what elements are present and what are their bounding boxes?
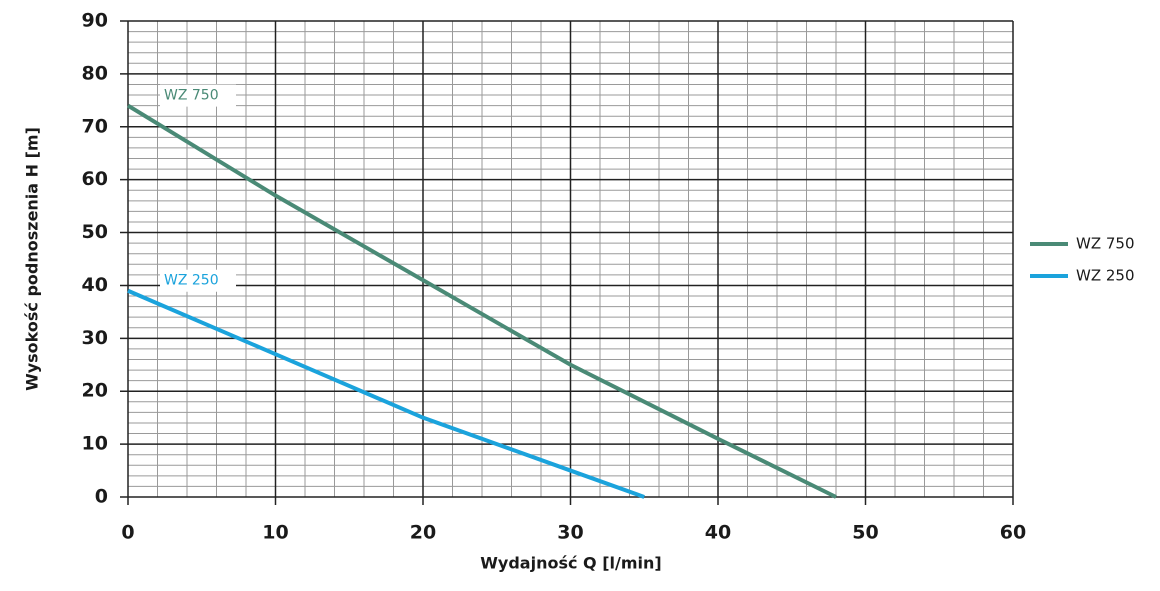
y-tick-label: 80 xyxy=(82,62,108,84)
legend-label: WZ 250 xyxy=(1076,267,1135,285)
y-tick-label: 90 xyxy=(82,10,108,32)
y-tick-label: 50 xyxy=(82,221,108,243)
y-tick-label: 70 xyxy=(82,115,108,137)
x-tick-label: 20 xyxy=(410,522,436,544)
x-axis-label: Wydajność Q [l/min] xyxy=(480,554,661,573)
series-line xyxy=(126,103,837,499)
x-tick-label: 50 xyxy=(852,522,878,544)
y-tick-label: 40 xyxy=(82,274,108,296)
x-tick-label: 30 xyxy=(557,522,583,544)
x-tick-label: 0 xyxy=(121,522,134,544)
inline-label: WZ 250 xyxy=(164,273,219,289)
y-tick-label: 10 xyxy=(82,433,108,455)
y-tick-label: 0 xyxy=(95,486,108,508)
series-line xyxy=(127,288,645,499)
inline-label: WZ 750 xyxy=(164,88,219,104)
y-tick-label: 30 xyxy=(82,327,108,349)
inline-label-bg xyxy=(160,84,236,107)
x-tick-label: 40 xyxy=(705,522,731,544)
y-axis-label: Wysokość podnoszenia H [m] xyxy=(23,127,42,391)
y-tick-label: 60 xyxy=(82,168,108,190)
inline-label-bg xyxy=(160,269,236,292)
x-tick-label: 10 xyxy=(262,522,288,544)
x-tick-label: 60 xyxy=(1000,522,1026,544)
legend-label: WZ 750 xyxy=(1076,235,1135,253)
y-tick-label: 20 xyxy=(82,380,108,402)
